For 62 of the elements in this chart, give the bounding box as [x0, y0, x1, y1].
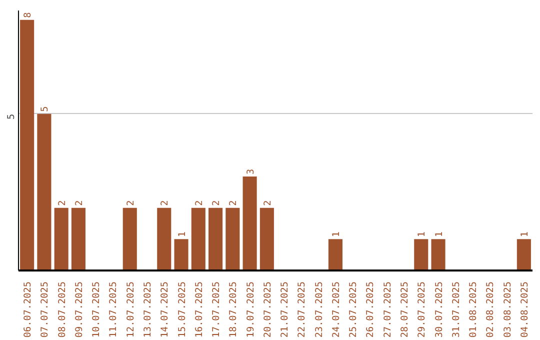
- bar: [54, 208, 68, 270]
- x-tick-label: 31.07.2025: [450, 281, 462, 338]
- x-tick-label: 22.07.2025: [296, 281, 308, 338]
- x-tick-label: 10.07.2025: [91, 281, 102, 338]
- x-tick-label: 20.07.2025: [262, 281, 274, 338]
- x-tick-label: 13.07.2025: [142, 281, 154, 338]
- x-tick-label: 19.07.2025: [245, 281, 256, 338]
- data-label: 2: [228, 200, 240, 206]
- x-tick-label: 23.07.2025: [314, 281, 325, 338]
- x-tick-label: 27.07.2025: [382, 281, 394, 338]
- bar: [71, 208, 86, 270]
- x-tick-label: 03.08.2025: [502, 281, 514, 338]
- bar: [226, 208, 240, 270]
- x-tick-label: 01.08.2025: [468, 281, 480, 338]
- x-tick-label: 30.07.2025: [434, 281, 445, 338]
- bar: [191, 208, 206, 270]
- x-tick-label: 24.07.2025: [330, 281, 342, 338]
- x-tick-label: 04.08.2025: [519, 281, 530, 338]
- bar: [208, 208, 223, 270]
- data-label: 2: [74, 200, 85, 206]
- data-label: 2: [56, 200, 68, 206]
- x-tick-label: 25.07.2025: [348, 281, 360, 338]
- bar: [20, 20, 34, 270]
- data-label: 2: [160, 200, 171, 206]
- data-label: 2: [262, 200, 274, 206]
- x-tick-label: 29.07.2025: [416, 281, 428, 338]
- data-label: 8: [22, 12, 34, 18]
- x-tick-label: 14.07.2025: [160, 281, 171, 338]
- x-tick-label: 06.07.2025: [22, 281, 34, 338]
- data-label: 1: [519, 232, 530, 238]
- data-label: 2: [194, 200, 205, 206]
- x-tick-label: 07.07.2025: [40, 281, 51, 338]
- x-tick-label: 28.07.2025: [400, 281, 410, 338]
- data-label: 1: [434, 232, 445, 238]
- bar: [37, 114, 52, 270]
- x-tick-label: 15.07.2025: [176, 281, 188, 338]
- x-tick-label: 11.07.2025: [108, 281, 120, 338]
- data-label: 1: [330, 232, 342, 238]
- bar: [260, 208, 274, 270]
- x-tick-label: 09.07.2025: [74, 281, 85, 338]
- bar: [414, 239, 428, 270]
- data-label: 2: [211, 200, 222, 206]
- x-tick-label: 21.07.2025: [280, 281, 291, 338]
- data-label: 2: [125, 200, 136, 206]
- x-tick-label: 18.07.2025: [228, 281, 240, 338]
- bar: [516, 239, 531, 270]
- bar: [174, 239, 188, 270]
- x-tick-label: 16.07.2025: [194, 281, 205, 338]
- bar: [431, 239, 446, 270]
- x-tick-label: 08.07.2025: [56, 281, 68, 338]
- bar: [157, 208, 172, 270]
- x-tick-label: 26.07.2025: [365, 281, 376, 338]
- data-label: 1: [176, 232, 188, 238]
- x-tick-label: 02.08.2025: [485, 281, 496, 338]
- bar: [328, 239, 342, 270]
- bar: [122, 208, 137, 270]
- bar: [242, 176, 257, 270]
- data-label: 1: [416, 232, 428, 238]
- x-tick-label: 12.07.2025: [125, 281, 136, 338]
- data-label: 3: [245, 168, 256, 175]
- x-tick-label: 17.07.2025: [211, 281, 222, 338]
- data-label: 5: [40, 106, 51, 112]
